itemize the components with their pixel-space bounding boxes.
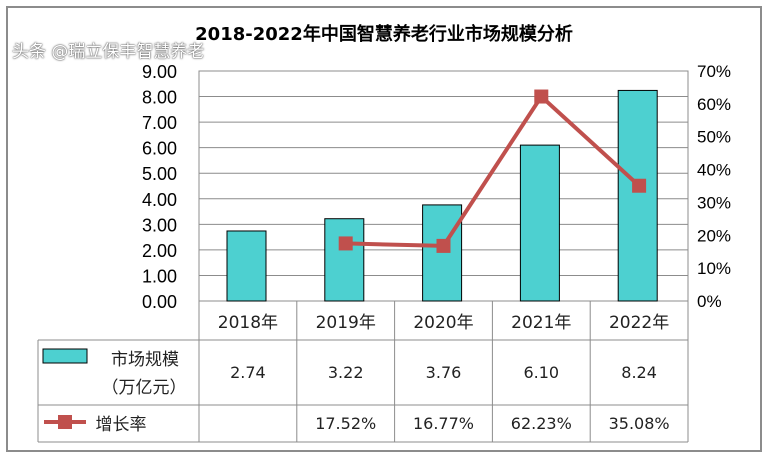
growth-marker bbox=[436, 238, 451, 253]
growth-value-cell: 16.77% bbox=[412, 414, 474, 433]
y-left-tick-label: 2.00 bbox=[142, 241, 177, 261]
y-right-tick-label: 10% bbox=[697, 259, 731, 278]
legend-line-label: 增长率 bbox=[95, 414, 147, 435]
bar bbox=[519, 144, 560, 302]
y-left-tick-label: 7.00 bbox=[142, 113, 177, 133]
y-right-tick-label: 0% bbox=[697, 292, 722, 311]
y-left-tick-label: 5.00 bbox=[142, 164, 177, 184]
category-label: 2020年 bbox=[413, 313, 474, 333]
chart-title: 2018-2022年中国智慧养老行业市场规模分析 bbox=[195, 24, 573, 45]
growth-value-cell: 17.52% bbox=[315, 414, 377, 433]
category-label: 2019年 bbox=[315, 313, 376, 333]
growth-marker bbox=[534, 89, 549, 104]
y-left-tick-label: 3.00 bbox=[142, 215, 177, 235]
y-right-tick-label: 60% bbox=[697, 95, 731, 114]
y-left-tick-label: 4.00 bbox=[142, 190, 177, 210]
bar-value-cell: 6.10 bbox=[523, 363, 560, 382]
y-left-tick-label: 9.00 bbox=[142, 62, 177, 82]
growth-value-cell: 62.23% bbox=[510, 414, 572, 433]
y-right-tick-label: 40% bbox=[697, 161, 731, 180]
legend-bar-unit: （万亿元） bbox=[101, 377, 187, 398]
growth-value-cell bbox=[199, 405, 297, 442]
y-right-tick-label: 30% bbox=[697, 193, 731, 212]
legend-bar-label: 市场规模 bbox=[111, 349, 179, 370]
bar-value-cell: 3.22 bbox=[327, 363, 364, 382]
bar bbox=[422, 204, 463, 302]
growth-value-cell: 35.08% bbox=[608, 414, 670, 433]
y-right-tick-label: 50% bbox=[697, 128, 731, 147]
legend-line-marker bbox=[58, 415, 72, 429]
y-right-tick-label: 70% bbox=[697, 62, 731, 81]
y-left-tick-label: 8.00 bbox=[142, 88, 177, 108]
legend-bar-swatch bbox=[42, 348, 88, 364]
bar bbox=[617, 89, 658, 302]
growth-marker bbox=[338, 236, 353, 251]
bar bbox=[226, 230, 267, 302]
y-right-tick-label: 20% bbox=[697, 226, 731, 245]
chart-border bbox=[6, 6, 762, 452]
y-left-tick-label: 1.00 bbox=[142, 266, 177, 286]
bar-value-cell: 2.74 bbox=[230, 363, 266, 382]
growth-marker bbox=[632, 178, 647, 193]
bar-value-cell: 8.24 bbox=[621, 363, 657, 382]
bar-value-cell: 3.76 bbox=[425, 363, 462, 382]
y-left-tick-label: 6.00 bbox=[142, 139, 177, 159]
category-label: 2022年 bbox=[608, 313, 670, 333]
category-label: 2018年 bbox=[217, 313, 279, 333]
bar bbox=[324, 218, 365, 302]
watermark: 头条 @瑞立保丰智慧养老 bbox=[12, 42, 205, 62]
category-label: 2021年 bbox=[511, 313, 572, 333]
y-left-tick-label: 0.00 bbox=[142, 292, 177, 312]
growth-line bbox=[345, 93, 641, 248]
